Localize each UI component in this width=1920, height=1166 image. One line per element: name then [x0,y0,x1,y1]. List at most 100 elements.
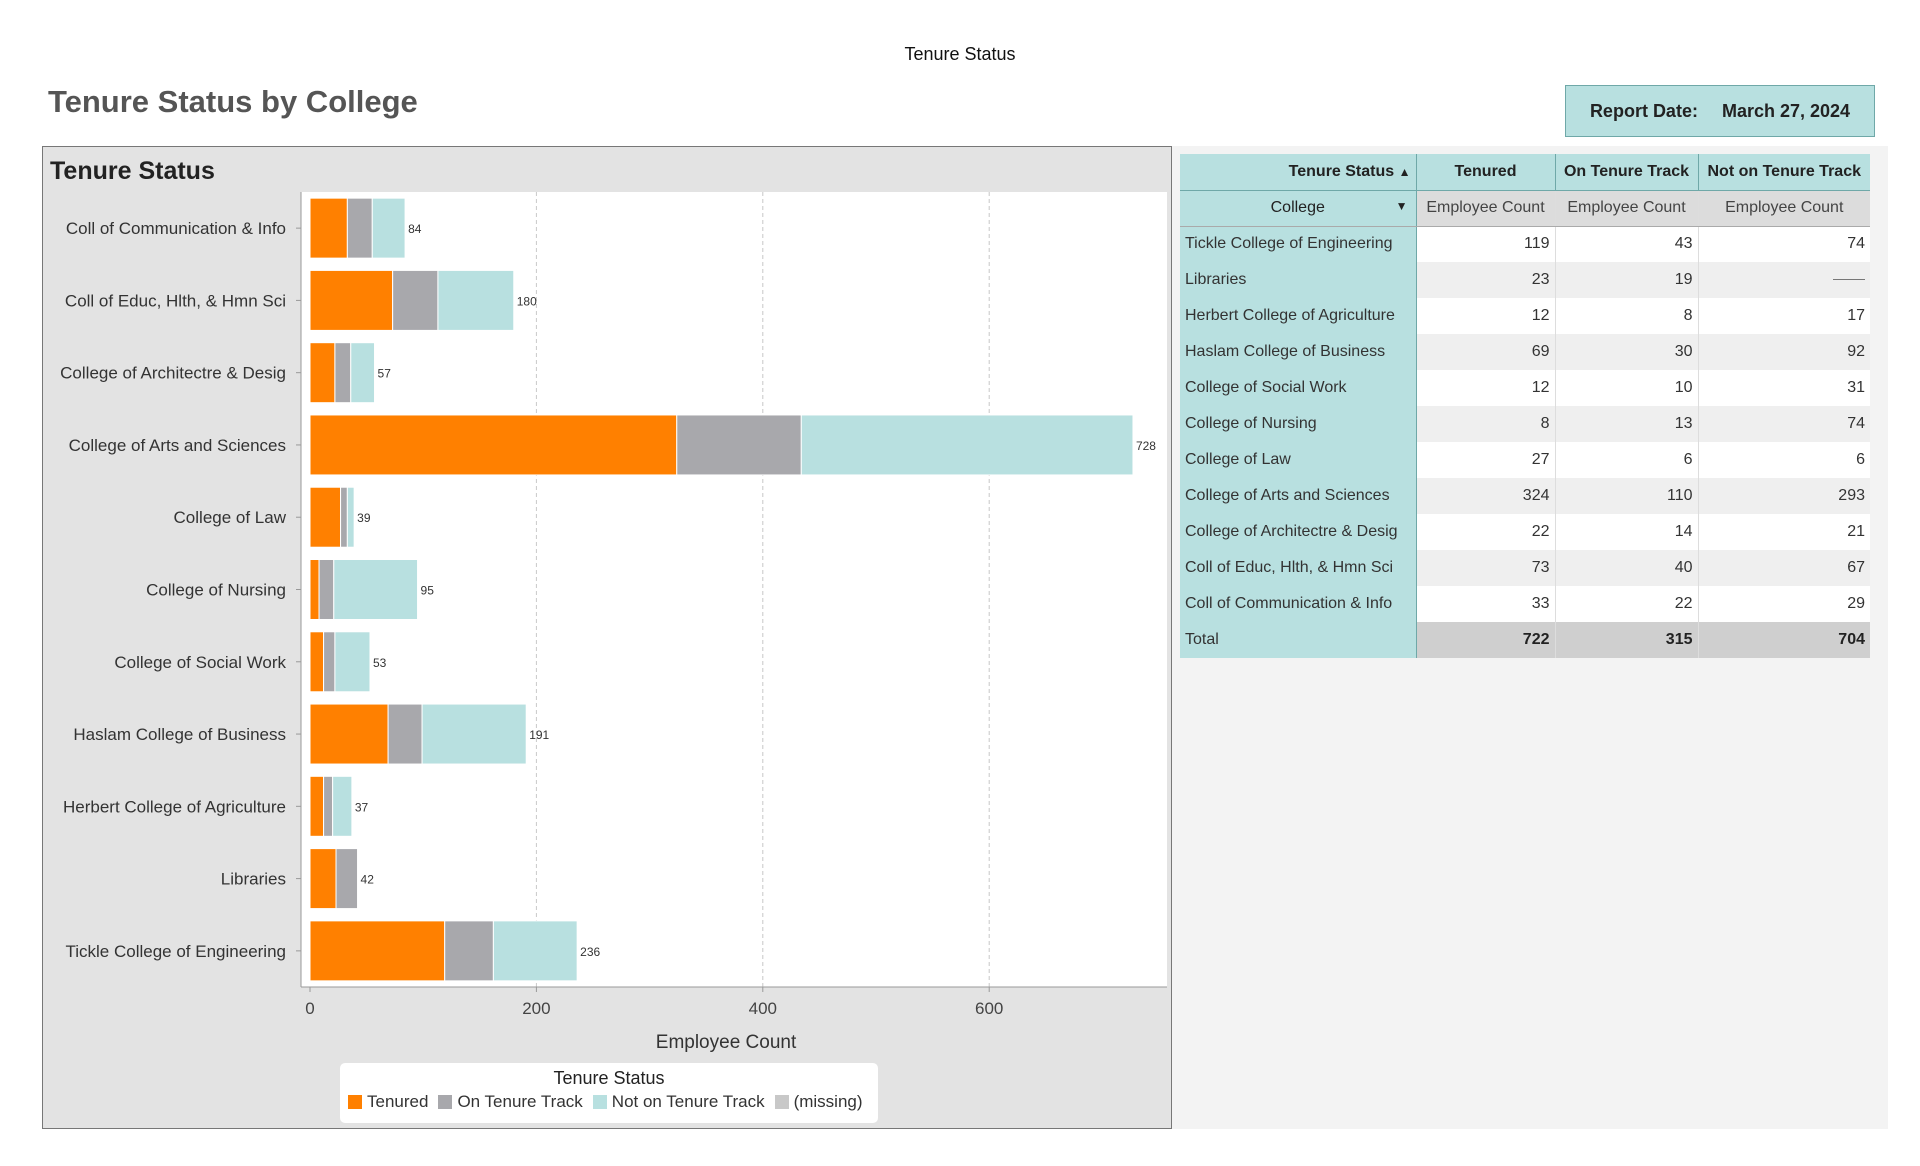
legend-label: (missing) [793,1092,863,1111]
x-axis-label: Employee Count [656,1032,797,1053]
table-cell: 73 [1416,550,1555,586]
legend-swatch-missing [774,1095,789,1109]
bar-segment [309,559,320,620]
table-row: College of Architectre & Desig 22 14 21 [1180,514,1870,550]
bar-total-label: 95 [421,584,435,598]
bar-total-label: 728 [1136,439,1156,453]
y-category-label: College of Arts and Sciences [69,436,286,455]
y-category-label: College of Architectre & Desig [60,364,286,383]
bar-total-label: 39 [357,511,371,525]
bar-segment [309,920,446,982]
y-category-label: Coll of Educ, Hlth, & Hmn Sci [65,291,286,310]
table-cell: 69 [1416,334,1555,370]
measure-label: Employee Count [1415,190,1555,227]
bar-segment [318,559,335,620]
row-label: College of Arts and Sciences [1180,478,1417,514]
x-tick-label: 0 [305,999,314,1018]
row-label: Coll of Educ, Hlth, & Hmn Sci [1180,550,1417,586]
bar-segment [335,848,359,910]
y-category-label: Haslam College of Business [73,725,286,744]
row-label: Libraries [1180,262,1417,298]
x-tick-label: 200 [522,999,550,1018]
col-header-label[interactable]: Tenure Status ▲ [1180,154,1417,191]
bar-segment [371,197,406,259]
bar-segment [309,703,389,765]
table-cell: 13 [1554,406,1698,442]
legend-label: Tenured [367,1092,429,1111]
measure-label: Employee Count [1554,190,1698,227]
report-date-box: Report Date: March 27, 2024 [1565,85,1875,137]
bar-total-label: 53 [373,656,387,670]
sort-down-icon[interactable]: ▼ [1395,199,1408,213]
table-row: Tickle College of Engineering 119 43 74 [1180,226,1870,262]
legend-swatch-not-on-track [592,1095,607,1109]
table-cell: 10 [1554,370,1698,406]
row-label: College of Law [1180,442,1417,478]
measure-label: Employee Count [1697,190,1870,227]
table-cell: 22 [1416,514,1555,550]
table-row: College of Arts and Sciences 324 110 293 [1180,478,1870,514]
table-panel: Tenure Status ▲ Tenured On Tenure Track … [1172,146,1888,1129]
table-column-header-row: Tenure Status ▲ Tenured On Tenure Track … [1180,154,1870,191]
col-header-on-track[interactable]: On Tenure Track [1554,154,1698,191]
row-header-label[interactable]: College ▼ [1180,190,1416,227]
bar-segment [323,631,336,693]
bar-segment [346,486,355,548]
legend-label: Not on Tenure Track [611,1092,765,1111]
row-label: College of Architectre & Desig [1180,514,1417,550]
table-row: Coll of Communication & Info 33 22 29 [1180,586,1870,622]
table-cell: 14 [1554,514,1698,550]
bar-segment [323,775,334,837]
table-cell: 67 [1697,550,1870,586]
legend-item-not-on-track[interactable]: Not on Tenure Track [592,1092,765,1112]
table-row: College of Social Work 12 10 31 [1180,370,1870,406]
table-cell [1697,262,1870,298]
x-tick-label: 600 [975,999,1003,1018]
row-label: Herbert College of Agriculture [1180,298,1417,334]
col-header-not-on-track[interactable]: Not on Tenure Track [1697,154,1870,191]
chart-panel: 0 200 400 600 Employee Count Coll of Communic… [42,146,1172,1129]
legend-swatch-tenured [348,1095,362,1109]
bar-segment [334,342,352,404]
bar-segment [387,703,423,765]
table-cell: 12 [1416,298,1555,334]
bar-total-label: 180 [517,294,537,308]
sort-up-icon[interactable]: ▲ [1398,164,1411,179]
table-row: Libraries 23 19 [1180,262,1870,298]
legend-item-missing[interactable]: (missing) [774,1092,863,1112]
table-cell: 23 [1416,262,1555,298]
total-cell: 722 [1416,622,1555,658]
bar-segment [492,920,578,982]
page-title: Tenure Status by College [48,84,418,119]
table-measure-row: College ▼ Employee Count Employee Count E… [1180,190,1870,227]
chart-title: Tenure Status [50,157,215,185]
bar-total-label: 191 [529,728,549,742]
bar-total-label: 42 [361,873,375,887]
bar-segment [309,775,325,837]
table-cell: 22 [1554,586,1698,622]
y-category-label: College of Social Work [114,653,286,672]
legend-swatch-on-track [438,1095,453,1109]
table-cell: 8 [1416,406,1555,442]
table-cell: 6 [1697,442,1870,478]
legend-item-on-track[interactable]: On Tenure Track [438,1092,583,1112]
table-cell: 21 [1697,514,1870,550]
bar-segment [350,342,376,404]
bar-segment [346,197,373,259]
legend-item-tenured[interactable]: Tenured [348,1092,428,1112]
table-cell: 43 [1554,226,1698,262]
y-category-label: Herbert College of Agriculture [63,797,286,816]
table-cell: 6 [1554,442,1698,478]
table-row: College of Nursing 8 13 74 [1180,406,1870,442]
bar-segment [444,920,494,982]
bar-segment [334,631,371,693]
row-label: Tickle College of Engineering [1180,226,1417,262]
legend: Tenure Status Tenured On Tenure Track No… [340,1063,878,1123]
table-cell: 27 [1416,442,1555,478]
table-total-row: Total 722 315 704 [1180,622,1870,658]
x-tick-label: 400 [749,999,777,1018]
bar-segment [309,848,337,910]
bar-segment [340,486,348,548]
row-label: Haslam College of Business [1180,334,1417,370]
col-header-tenured[interactable]: Tenured [1415,154,1555,191]
